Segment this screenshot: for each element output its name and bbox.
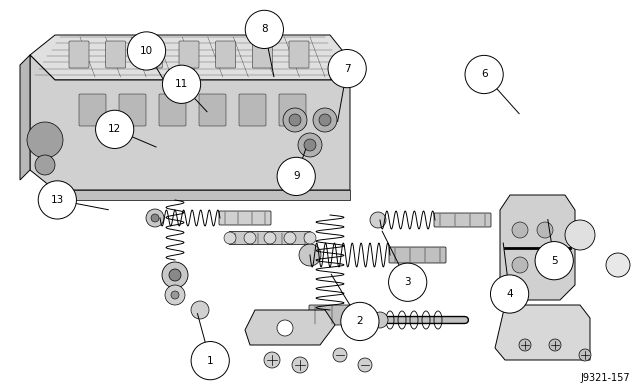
FancyBboxPatch shape: [119, 94, 146, 126]
Circle shape: [224, 232, 236, 244]
Polygon shape: [495, 305, 590, 360]
Polygon shape: [20, 55, 30, 180]
Circle shape: [292, 357, 308, 373]
FancyBboxPatch shape: [142, 41, 162, 68]
Circle shape: [512, 257, 528, 273]
Circle shape: [38, 181, 76, 219]
Circle shape: [565, 220, 595, 250]
FancyBboxPatch shape: [309, 305, 371, 325]
Circle shape: [299, 244, 321, 266]
Text: 11: 11: [175, 79, 188, 89]
Circle shape: [549, 339, 561, 351]
FancyBboxPatch shape: [159, 94, 186, 126]
Polygon shape: [30, 35, 350, 80]
Text: 3: 3: [404, 277, 411, 287]
Circle shape: [319, 114, 331, 126]
Circle shape: [191, 341, 229, 380]
FancyBboxPatch shape: [216, 41, 236, 68]
FancyBboxPatch shape: [229, 232, 311, 245]
Circle shape: [512, 222, 528, 238]
FancyBboxPatch shape: [219, 211, 271, 225]
Text: 2: 2: [357, 316, 363, 327]
Circle shape: [35, 155, 55, 175]
Circle shape: [277, 157, 315, 196]
Circle shape: [96, 110, 134, 149]
Text: 8: 8: [261, 24, 268, 34]
Circle shape: [289, 114, 301, 126]
FancyBboxPatch shape: [179, 41, 199, 68]
Circle shape: [171, 291, 179, 299]
Text: 4: 4: [506, 289, 513, 299]
Circle shape: [27, 122, 63, 158]
FancyBboxPatch shape: [289, 41, 309, 68]
FancyBboxPatch shape: [239, 94, 266, 126]
Circle shape: [341, 302, 379, 341]
Circle shape: [169, 269, 181, 281]
Circle shape: [490, 275, 529, 313]
Text: 7: 7: [344, 64, 350, 74]
Text: J9321-157: J9321-157: [580, 373, 630, 383]
Circle shape: [162, 65, 201, 103]
FancyBboxPatch shape: [252, 41, 273, 68]
Circle shape: [244, 232, 256, 244]
Polygon shape: [500, 195, 575, 300]
Circle shape: [151, 214, 159, 222]
Polygon shape: [55, 190, 350, 200]
Text: 1: 1: [207, 356, 213, 366]
Circle shape: [313, 108, 337, 132]
Circle shape: [333, 348, 347, 362]
Circle shape: [127, 32, 166, 70]
Circle shape: [537, 257, 553, 273]
Circle shape: [298, 133, 322, 157]
Circle shape: [191, 301, 209, 319]
Text: 13: 13: [51, 195, 64, 205]
Circle shape: [304, 232, 316, 244]
FancyBboxPatch shape: [389, 247, 446, 263]
Text: 5: 5: [551, 256, 557, 266]
Text: 9: 9: [293, 171, 299, 181]
Circle shape: [277, 320, 293, 336]
Circle shape: [264, 352, 280, 368]
Circle shape: [328, 49, 366, 88]
Circle shape: [283, 108, 307, 132]
Circle shape: [535, 241, 573, 280]
Circle shape: [358, 358, 372, 372]
Circle shape: [370, 212, 386, 228]
Circle shape: [372, 312, 388, 328]
Circle shape: [165, 285, 185, 305]
Circle shape: [579, 349, 591, 361]
Circle shape: [245, 10, 283, 49]
Circle shape: [264, 232, 276, 244]
Circle shape: [146, 209, 164, 227]
Polygon shape: [30, 55, 350, 190]
Circle shape: [465, 55, 503, 94]
Circle shape: [389, 263, 427, 301]
Text: 6: 6: [481, 69, 487, 80]
Circle shape: [284, 232, 296, 244]
FancyBboxPatch shape: [434, 213, 491, 227]
Circle shape: [519, 339, 531, 351]
Text: 10: 10: [140, 46, 153, 56]
Polygon shape: [245, 310, 335, 345]
Text: 12: 12: [108, 124, 121, 134]
FancyBboxPatch shape: [69, 41, 89, 68]
Circle shape: [606, 253, 630, 277]
FancyBboxPatch shape: [106, 41, 125, 68]
Circle shape: [162, 262, 188, 288]
FancyBboxPatch shape: [79, 94, 106, 126]
FancyBboxPatch shape: [199, 94, 226, 126]
FancyBboxPatch shape: [279, 94, 306, 126]
Circle shape: [304, 139, 316, 151]
Circle shape: [537, 222, 553, 238]
